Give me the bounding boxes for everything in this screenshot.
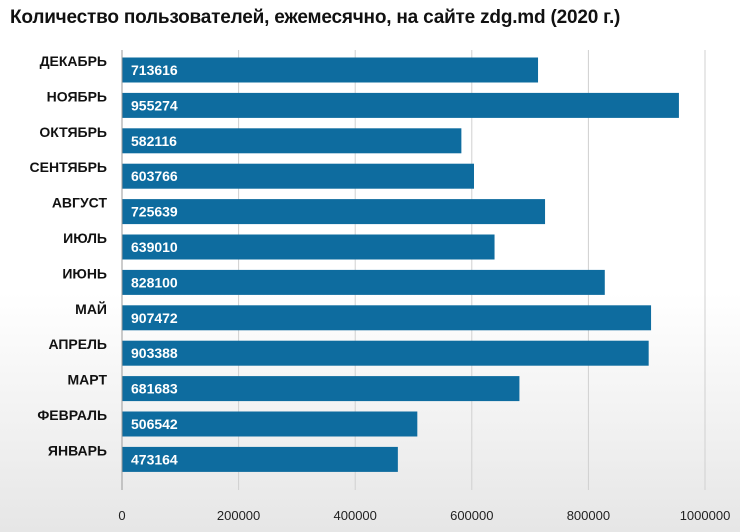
bar-value-label: 473164 bbox=[131, 451, 178, 467]
x-tick-label: 0 bbox=[118, 508, 125, 523]
category-label: ЯНВАРЬ bbox=[48, 442, 107, 458]
x-axis: 0 200000 400000 600000 800000 1000000 bbox=[118, 50, 730, 523]
bar-value-label: 506542 bbox=[131, 416, 178, 432]
category-label: АПРЕЛЬ bbox=[48, 336, 107, 352]
category-label: ОКТЯБРЬ bbox=[39, 124, 107, 140]
bar bbox=[122, 92, 679, 118]
category-label: МАРТ bbox=[68, 372, 108, 388]
bar bbox=[122, 128, 462, 154]
x-tick-label: 1000000 bbox=[680, 508, 731, 523]
bar-value-label: 639010 bbox=[131, 239, 178, 255]
bar-value-label: 907472 bbox=[131, 310, 178, 326]
category-label: АВГУСТ bbox=[52, 195, 108, 211]
bar-value-label: 955274 bbox=[131, 97, 178, 113]
bar-value-label: 582116 bbox=[131, 133, 177, 149]
bar-value-label: 903388 bbox=[131, 345, 178, 361]
x-tick-label: 800000 bbox=[567, 508, 610, 523]
category-label: НОЯБРЬ bbox=[47, 88, 107, 104]
bar-value-label: 828100 bbox=[131, 274, 178, 290]
bar bbox=[122, 234, 495, 260]
bar bbox=[122, 163, 474, 189]
category-label: ИЮНЬ bbox=[62, 265, 107, 281]
bar-value-label: 681683 bbox=[131, 381, 178, 397]
bar bbox=[122, 446, 398, 472]
category-label: ФЕВРАЛЬ bbox=[37, 407, 107, 423]
bar bbox=[122, 376, 520, 402]
category-label: МАЙ bbox=[75, 300, 107, 317]
bar bbox=[122, 57, 539, 83]
bar bbox=[122, 305, 652, 331]
x-tick-label: 400000 bbox=[334, 508, 377, 523]
category-label: ДЕКАБРЬ bbox=[40, 53, 107, 69]
x-tick-label: 200000 bbox=[217, 508, 260, 523]
category-label: СЕНТЯБРЬ bbox=[30, 159, 107, 175]
bar bbox=[122, 411, 418, 437]
bar bbox=[122, 269, 605, 295]
bar bbox=[122, 340, 649, 366]
bar-value-label: 725639 bbox=[131, 204, 178, 220]
x-tick-label: 600000 bbox=[450, 508, 493, 523]
bar bbox=[122, 199, 546, 225]
bar-value-label: 603766 bbox=[131, 168, 178, 184]
category-label: ИЮЛЬ bbox=[63, 230, 107, 246]
bars: 713616 ДЕКАБРЬ 955274 НОЯБРЬ 582116 ОКТЯБРЬ 60… bbox=[30, 53, 679, 472]
chart-title: Количество пользователей, ежемесячно, на… bbox=[10, 7, 621, 28]
bar-value-label: 713616 bbox=[131, 62, 178, 78]
